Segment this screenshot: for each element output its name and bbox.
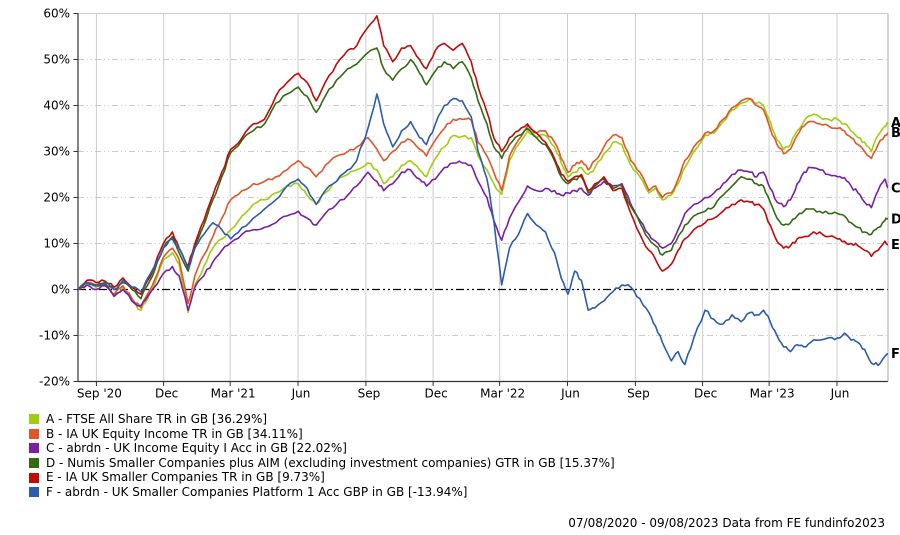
legend-item-f: F - abrdn - UK Smaller Companies Platfor… xyxy=(29,485,615,500)
series-C-end-label: C xyxy=(891,182,900,197)
series-C-line xyxy=(78,160,888,311)
legend-swatch-d xyxy=(29,458,39,469)
series-A-end-label: A xyxy=(891,116,900,131)
series-A-line xyxy=(78,97,888,314)
x-axis-label: Sep '20 xyxy=(77,387,122,401)
x-axis-label: Dec xyxy=(424,387,447,401)
legend-label-b: B - IA UK Equity Income TR in GB [34.11%… xyxy=(46,426,303,441)
legend-label-a: A - FTSE All Share TR in GB [36.29%] xyxy=(46,412,268,426)
chart-plot-area: 60% 50% 40% 30% 20% 10% 0% -10% -20% Sep '20 Dec Ma… xyxy=(39,7,900,401)
series-E-end-label: E xyxy=(891,238,900,253)
x-axis-label: Dec xyxy=(155,387,178,401)
series-D-line xyxy=(78,47,888,300)
x-axis-label: Jun xyxy=(830,387,850,401)
y-axis-label: -20% xyxy=(39,375,70,389)
x-axis-label: Jun xyxy=(560,387,580,401)
legend-label-c: C - abrdn - UK Income Equity I Acc in GB… xyxy=(46,441,347,456)
y-axis-label: 60% xyxy=(43,7,70,21)
series-E-line xyxy=(78,15,888,295)
x-axis-label: Jun xyxy=(291,387,311,401)
series-F-end-label: F xyxy=(891,347,900,362)
legend-label-e: E - IA UK Smaller Companies TR in GB [9.… xyxy=(46,470,325,485)
y-axis-label: 0% xyxy=(51,283,70,297)
y-axis-label: 40% xyxy=(43,99,70,113)
legend-label-d: D - Numis Smaller Companies plus AIM (ex… xyxy=(46,455,615,470)
legend-label-f: F - abrdn - UK Smaller Companies Platfor… xyxy=(46,484,468,499)
series-B-line xyxy=(78,97,888,309)
legend-item-a: A - FTSE All Share TR in GB [36.29%] xyxy=(29,412,615,427)
series-B-end-label: B xyxy=(891,126,900,141)
legend-swatch-f xyxy=(29,487,39,498)
x-axis-label: Mar '22 xyxy=(480,387,525,401)
legend-swatch-a xyxy=(29,414,39,425)
chart-date-range-source: 07/08/2020 - 09/08/2023 Data from FE fun… xyxy=(568,516,885,530)
legend-swatch-e xyxy=(29,472,39,483)
legend-item-c: C - abrdn - UK Income Equity I Acc in GB… xyxy=(29,441,615,456)
legend-swatch-c xyxy=(29,443,39,454)
series-D-end-label: D xyxy=(891,212,900,227)
y-axis-label: 10% xyxy=(43,237,70,251)
legend-item-d: D - Numis Smaller Companies plus AIM (ex… xyxy=(29,456,615,471)
x-axis-label: Dec xyxy=(694,387,717,401)
y-axis-label: 20% xyxy=(43,191,70,205)
legend-item-b: B - IA UK Equity Income TR in GB [34.11%… xyxy=(29,427,615,442)
y-axis-label: 50% xyxy=(43,53,70,67)
x-axis-label: Sep xyxy=(358,387,381,401)
x-axis-label: Mar '23 xyxy=(750,387,795,401)
legend-swatch-b xyxy=(29,428,39,439)
y-axis-label: -10% xyxy=(39,329,70,343)
chart-legend: A - FTSE All Share TR in GB [36.29%] B -… xyxy=(29,412,615,500)
series-F-line xyxy=(78,93,888,367)
legend-item-e: E - IA UK Smaller Companies TR in GB [9.… xyxy=(29,470,615,485)
x-axis-label: Mar '21 xyxy=(211,387,256,401)
x-axis-label: Sep xyxy=(627,387,650,401)
y-axis-label: 30% xyxy=(43,145,70,159)
